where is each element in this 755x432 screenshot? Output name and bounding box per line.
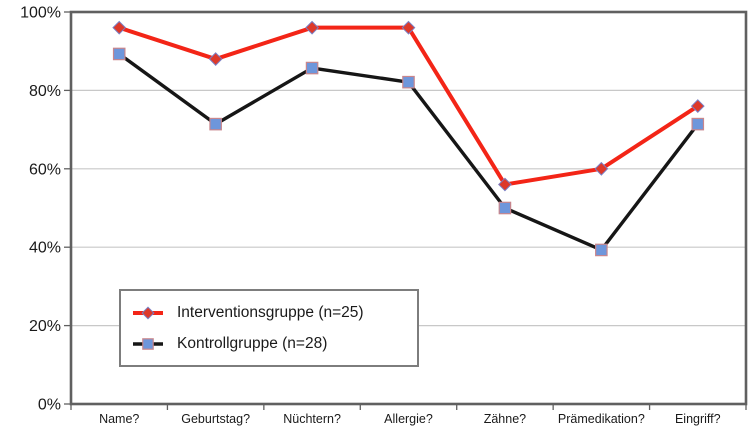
legend: Interventionsgruppe (n=25) Kontrollgrupp… — [119, 289, 419, 367]
data-point-marker — [498, 177, 512, 192]
data-point-marker — [594, 161, 609, 176]
legend-label: Kontrollgruppe (n=28) — [177, 334, 328, 352]
x-axis-label: Geburtstag? — [181, 412, 250, 426]
y-axis-label: 40% — [29, 240, 61, 257]
plot-border — [69, 10, 748, 406]
data-point-marker — [305, 20, 319, 35]
y-axis-label: 100% — [20, 5, 61, 22]
data-point-marker — [112, 47, 126, 61]
y-axis-label: 0% — [38, 397, 61, 414]
series-line-0 — [117, 25, 700, 187]
legend-item-interventionsgruppe: Interventionsgruppe (n=25) — [132, 304, 417, 322]
x-axis-label: Prämedikation? — [558, 412, 645, 426]
data-point-marker — [691, 117, 705, 131]
data-point-marker — [401, 20, 416, 35]
square-marker-icon — [133, 337, 163, 350]
y-axis-label: 60% — [29, 161, 61, 178]
data-point-marker — [498, 201, 512, 215]
data-point-marker — [112, 20, 127, 35]
legend-label: Interventionsgruppe (n=25) — [177, 303, 364, 321]
data-point-marker — [208, 52, 223, 66]
data-point-marker — [402, 75, 415, 89]
y-axis-label: 20% — [29, 318, 61, 335]
data-point-marker — [209, 117, 222, 131]
x-axis-label: Allergie? — [384, 412, 433, 426]
x-axis-label: Name? — [99, 412, 139, 426]
y-axis-label: 80% — [29, 83, 61, 100]
data-point-marker — [305, 61, 319, 75]
diamond-marker-icon — [133, 305, 163, 320]
data-point-marker — [690, 99, 705, 113]
x-axis-label: Zähne? — [484, 412, 526, 426]
x-axis-label: Nüchtern? — [283, 412, 341, 426]
legend-item-kontrollgruppe: Kontrollgruppe (n=28) — [132, 335, 417, 353]
data-point-marker — [595, 243, 608, 257]
x-axis-label: Eingriff? — [675, 412, 721, 426]
